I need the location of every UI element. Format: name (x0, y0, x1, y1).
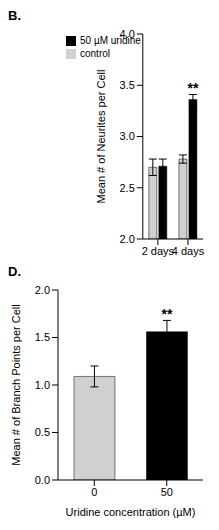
svg-text:4.0: 4.0 (120, 28, 135, 40)
svg-text:3.0: 3.0 (120, 130, 135, 142)
svg-text:0.0: 0.0 (35, 474, 50, 486)
svg-text:2.0: 2.0 (35, 284, 50, 296)
svg-text:0: 0 (91, 486, 97, 498)
svg-text:**: ** (161, 306, 172, 322)
svg-text:4 days: 4 days (172, 245, 205, 257)
svg-text:2 days: 2 days (142, 245, 175, 257)
svg-text:3.5: 3.5 (120, 79, 135, 91)
svg-text:Uridine concentration (µM): Uridine concentration (µM) (66, 506, 196, 518)
svg-text:1.5: 1.5 (35, 331, 50, 343)
svg-text:2.5: 2.5 (120, 182, 135, 194)
svg-text:0.5: 0.5 (35, 426, 50, 438)
svg-text:Mean # of Branch Points per Ce: Mean # of Branch Points per Cell (10, 304, 22, 465)
svg-text:2.0: 2.0 (120, 233, 135, 245)
svg-text:50: 50 (161, 486, 173, 498)
svg-text:**: ** (187, 80, 198, 96)
svg-text:Mean # of Neurites per Cell: Mean # of Neurites per Cell (95, 70, 107, 204)
svg-text:1.0: 1.0 (35, 379, 50, 391)
